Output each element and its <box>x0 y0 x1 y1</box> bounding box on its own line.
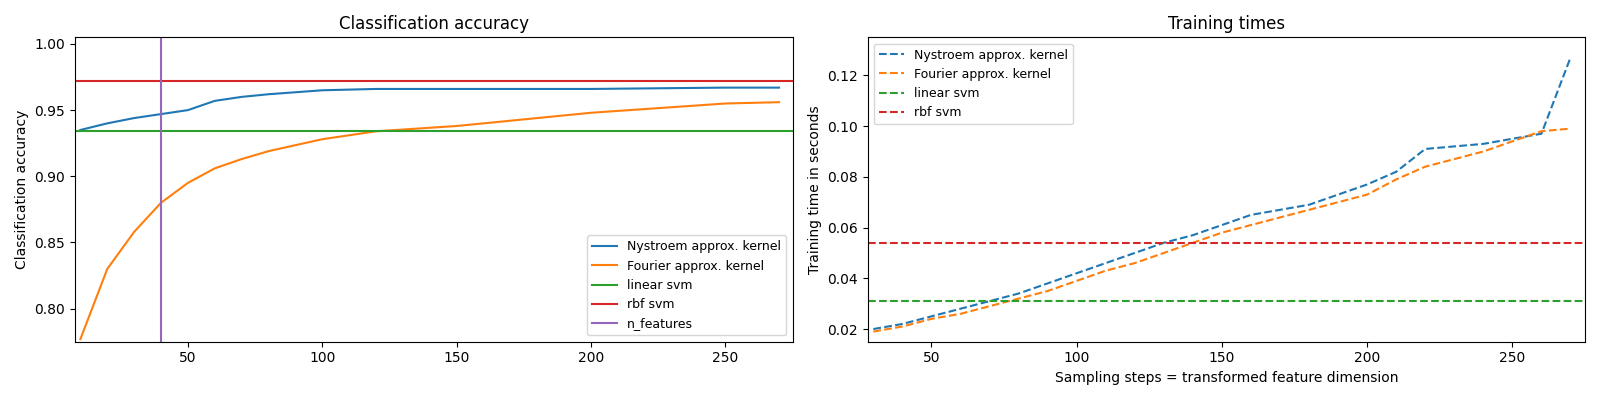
Fourier approx. kernel <box>205 166 224 171</box>
Nystroem approx. kernel <box>1184 233 1203 238</box>
Fourier approx. kernel <box>1328 200 1347 205</box>
rbf svm <box>776 240 795 245</box>
Fourier approx. kernel <box>893 324 912 329</box>
Fourier approx. kernel <box>979 304 998 309</box>
Fourier approx. kernel <box>1416 164 1435 169</box>
Nystroem approx. kernel <box>366 86 386 91</box>
Nystroem approx. kernel <box>205 98 224 103</box>
Nystroem approx. kernel <box>1242 212 1261 217</box>
Line: Nystroem approx. kernel: Nystroem approx. kernel <box>874 58 1571 329</box>
Nystroem approx. kernel <box>893 322 912 326</box>
Nystroem approx. kernel <box>1299 202 1318 207</box>
Nystroem approx. kernel <box>152 112 171 116</box>
Nystroem approx. kernel <box>1038 281 1058 286</box>
Fourier approx. kernel <box>1242 223 1261 228</box>
Fourier approx. kernel <box>864 329 883 334</box>
Fourier approx. kernel <box>125 230 144 234</box>
Nystroem approx. kernel <box>922 314 941 319</box>
Nystroem approx. kernel <box>1213 223 1232 228</box>
Fourier approx. kernel <box>1502 139 1522 144</box>
Title: Training times: Training times <box>1168 15 1285 33</box>
Fourier approx. kernel <box>178 180 197 185</box>
Fourier approx. kernel <box>446 124 466 128</box>
Fourier approx. kernel <box>581 110 600 115</box>
Nystroem approx. kernel <box>1270 208 1290 212</box>
Fourier approx. kernel <box>1387 177 1406 182</box>
Fourier approx. kernel <box>1531 129 1550 134</box>
Nystroem approx. kernel <box>1445 144 1464 149</box>
rbf svm <box>43 79 62 84</box>
Nystroem approx. kernel <box>259 92 278 97</box>
Nystroem approx. kernel <box>125 116 144 120</box>
Fourier approx. kernel <box>1474 149 1493 154</box>
Nystroem approx. kernel <box>1416 146 1435 151</box>
Fourier approx. kernel <box>1562 126 1581 131</box>
Y-axis label: Training time in seconds: Training time in seconds <box>808 105 821 274</box>
Nystroem approx. kernel <box>446 86 466 91</box>
Fourier approx. kernel <box>922 316 941 321</box>
Line: Fourier approx. kernel: Fourier approx. kernel <box>80 102 779 339</box>
X-axis label: Sampling steps = transformed feature dimension: Sampling steps = transformed feature dim… <box>1054 371 1398 385</box>
Fourier approx. kernel <box>232 157 251 162</box>
Legend: Nystroem approx. kernel, Fourier approx. kernel, linear svm, rbf svm, n_features: Nystroem approx. kernel, Fourier approx.… <box>587 236 786 336</box>
Fourier approx. kernel <box>366 129 386 134</box>
Nystroem approx. kernel <box>98 121 117 126</box>
Fourier approx. kernel <box>70 337 90 342</box>
Nystroem approx. kernel <box>979 299 998 304</box>
rbf svm <box>46 79 66 84</box>
Nystroem approx. kernel <box>864 327 883 332</box>
Nystroem approx. kernel <box>178 108 197 112</box>
Nystroem approx. kernel <box>1125 250 1144 255</box>
Fourier approx. kernel <box>1357 192 1376 197</box>
Fourier approx. kernel <box>770 100 789 104</box>
Fourier approx. kernel <box>715 101 734 106</box>
linear svm <box>779 299 798 304</box>
Nystroem approx. kernel <box>1357 182 1376 187</box>
Nystroem approx. kernel <box>70 128 90 132</box>
Line: Fourier approx. kernel: Fourier approx. kernel <box>874 129 1571 332</box>
linear svm <box>46 129 66 134</box>
Fourier approx. kernel <box>98 266 117 271</box>
Nystroem approx. kernel <box>715 85 734 90</box>
Nystroem approx. kernel <box>1387 169 1406 174</box>
Nystroem approx. kernel <box>950 306 970 311</box>
Nystroem approx. kernel <box>312 88 331 93</box>
Nystroem approx. kernel <box>1474 142 1493 146</box>
linear svm <box>43 129 62 134</box>
Fourier approx. kernel <box>1184 240 1203 245</box>
Nystroem approx. kernel <box>1502 136 1522 141</box>
Fourier approx. kernel <box>1270 215 1290 220</box>
Fourier approx. kernel <box>312 137 331 142</box>
Fourier approx. kernel <box>950 312 970 316</box>
Nystroem approx. kernel <box>1328 192 1347 197</box>
Nystroem approx. kernel <box>1531 131 1550 136</box>
Fourier approx. kernel <box>1445 157 1464 162</box>
Fourier approx. kernel <box>1067 278 1086 283</box>
Nystroem approx. kernel <box>581 86 600 91</box>
Fourier approx. kernel <box>1125 261 1144 266</box>
Fourier approx. kernel <box>152 200 171 205</box>
Fourier approx. kernel <box>1213 230 1232 235</box>
Nystroem approx. kernel <box>232 94 251 99</box>
Y-axis label: Classification accuracy: Classification accuracy <box>14 110 29 269</box>
rbf svm <box>779 240 798 245</box>
Legend: Nystroem approx. kernel, Fourier approx. kernel, linear svm, rbf svm: Nystroem approx. kernel, Fourier approx.… <box>874 44 1072 124</box>
Nystroem approx. kernel <box>1154 240 1173 245</box>
Fourier approx. kernel <box>1038 288 1058 293</box>
Nystroem approx. kernel <box>770 85 789 90</box>
Title: Classification accuracy: Classification accuracy <box>339 15 528 33</box>
Fourier approx. kernel <box>1010 296 1029 301</box>
Fourier approx. kernel <box>1154 250 1173 255</box>
Line: Nystroem approx. kernel: Nystroem approx. kernel <box>80 88 779 130</box>
linear svm <box>776 299 795 304</box>
Fourier approx. kernel <box>259 149 278 154</box>
Nystroem approx. kernel <box>1562 55 1581 60</box>
Fourier approx. kernel <box>1096 268 1115 273</box>
Nystroem approx. kernel <box>1067 271 1086 276</box>
Fourier approx. kernel <box>1299 208 1318 212</box>
Nystroem approx. kernel <box>1010 291 1029 296</box>
Nystroem approx. kernel <box>1096 261 1115 266</box>
